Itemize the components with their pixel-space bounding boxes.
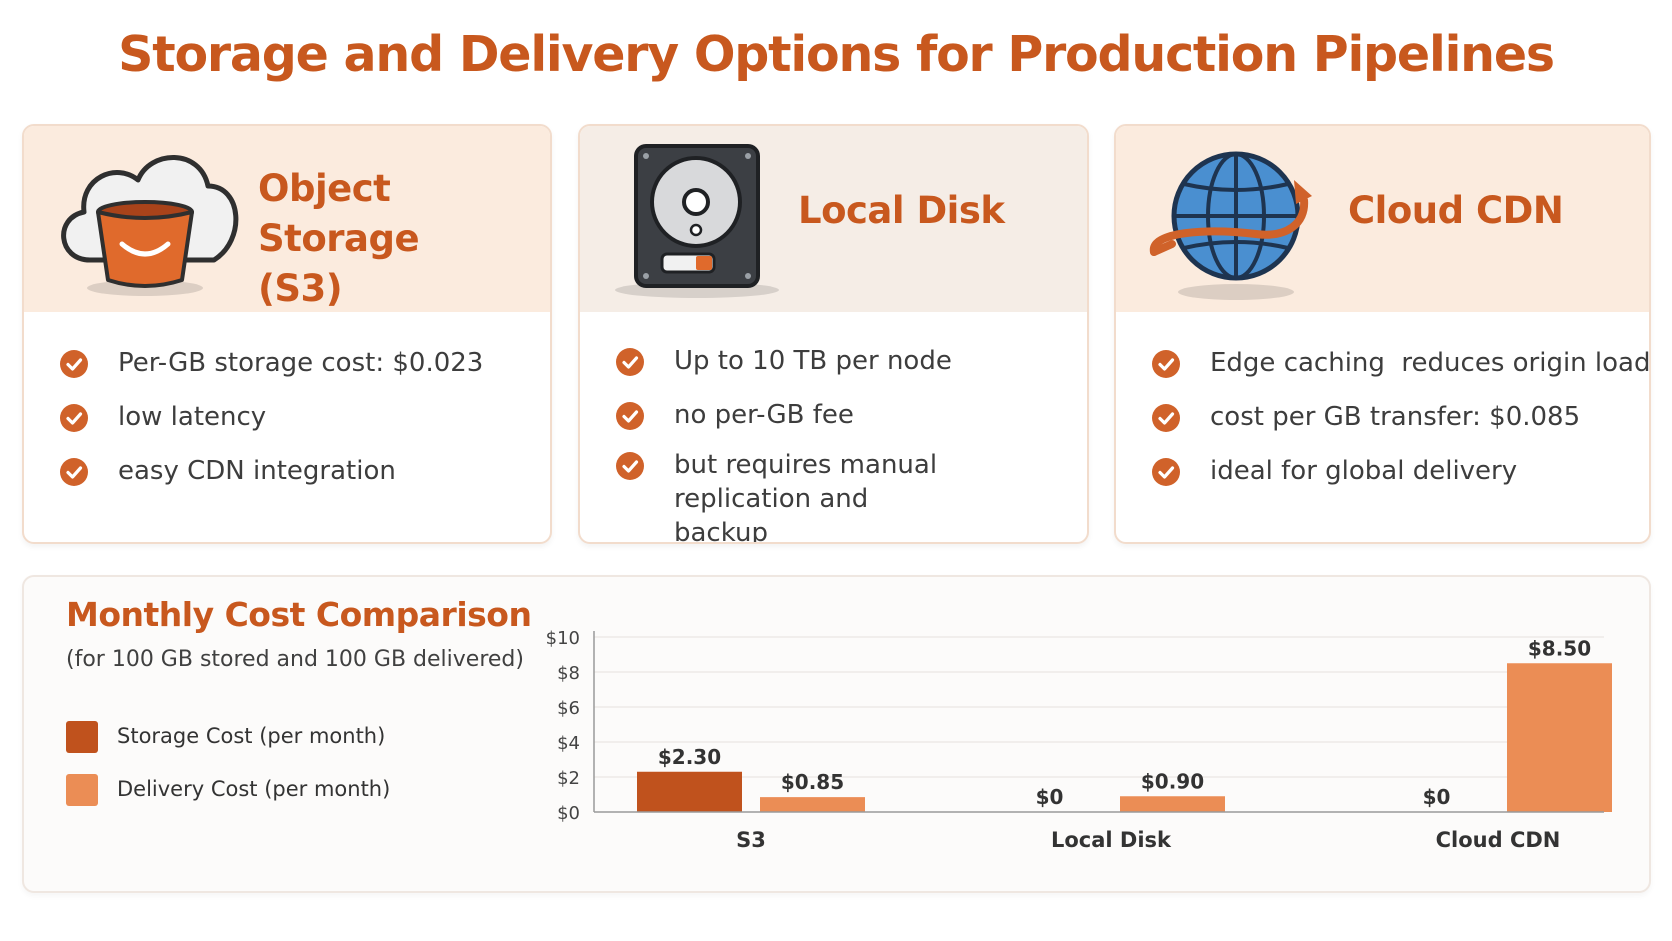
hard-disk-icon — [612, 142, 782, 306]
bar-storage — [637, 771, 742, 812]
legend-label: Delivery Cost (per month) — [117, 777, 391, 801]
chart-title: Monthly Cost Comparison — [66, 595, 532, 634]
legend-swatch-delivery — [66, 774, 98, 806]
y-tick-label: $0 — [557, 803, 580, 824]
feature-item: but requires manual replication and back… — [616, 448, 956, 544]
x-tick-label: S3 — [736, 828, 766, 852]
y-tick-label: $4 — [557, 733, 580, 754]
cost-comparison-panel: Monthly Cost Comparison (for 100 GB stor… — [22, 575, 1651, 893]
card-cloud-cdn: Cloud CDN Edge caching reduces origin lo… — [1114, 124, 1651, 544]
bar-delivery — [1120, 796, 1225, 812]
feature-item: easy CDN integration — [60, 454, 534, 488]
card-local-disk: Local Disk Up to 10 TB per node no per-G… — [578, 124, 1089, 544]
y-tick-label: $10 — [546, 628, 580, 649]
check-icon — [60, 350, 88, 378]
check-icon — [616, 348, 644, 376]
page-title: Storage and Delivery Options for Product… — [118, 26, 1555, 83]
data-label: $0 — [1036, 785, 1064, 809]
card-title-line1: Object Storage — [258, 167, 420, 260]
feature-text: ideal for global delivery — [1210, 456, 1518, 486]
feature-text: Edge caching reduces origin load — [1210, 348, 1651, 378]
x-tick-label: Local Disk — [1051, 828, 1172, 852]
check-icon — [616, 402, 644, 430]
card-title: Local Disk — [798, 189, 1005, 232]
bar-chart: $0 $2 $4 $6 $8 $10 $2.30 $0.85 S3 $0 $0.90 Local Di… — [546, 628, 1612, 852]
feature-text: no per-GB fee — [674, 400, 854, 430]
card-header: Local Disk — [580, 126, 1087, 312]
card-header: Object Storage (S3) — [24, 126, 550, 312]
feature-text: cost per GB transfer: $0.085 — [1210, 402, 1581, 432]
feature-text: Up to 10 TB per node — [674, 346, 952, 376]
feature-list: Up to 10 TB per node no per-GB fee but r… — [616, 344, 1071, 544]
data-label: $0 — [1423, 785, 1451, 809]
feature-item: Edge caching reduces origin load — [1152, 346, 1649, 380]
bar-delivery — [1507, 663, 1612, 812]
check-icon — [1152, 404, 1180, 432]
y-tick-label: $6 — [557, 698, 580, 719]
check-icon — [1152, 458, 1180, 486]
card-title: Object Storage (S3) — [258, 164, 550, 314]
feature-text: Per-GB storage cost: $0.023 — [118, 348, 484, 378]
check-icon — [60, 404, 88, 432]
feature-item: ideal for global delivery — [1152, 454, 1633, 488]
globe-arrow-icon — [1146, 144, 1326, 308]
feature-list: Per-GB storage cost: $0.023 low latency … — [60, 346, 534, 508]
feature-item: Per-GB storage cost: $0.023 — [60, 346, 534, 380]
bar-delivery — [760, 797, 865, 812]
y-tick-label: $2 — [557, 768, 580, 789]
legend-label: Storage Cost (per month) — [117, 724, 386, 748]
feature-item: low latency — [60, 400, 534, 434]
check-icon — [60, 458, 88, 486]
feature-list: Edge caching reduces origin load cost pe… — [1152, 346, 1649, 508]
card-object-storage: Object Storage (S3) Per-GB storage cost:… — [22, 124, 552, 544]
feature-item: no per-GB fee — [616, 398, 1071, 432]
chart-subtitle: (for 100 GB stored and 100 GB delivered) — [66, 647, 524, 672]
y-tick-label: $8 — [557, 663, 580, 684]
cloud-bucket-icon — [50, 140, 240, 304]
check-icon — [1152, 350, 1180, 378]
feature-text: low latency — [118, 402, 267, 432]
card-title-line2: (S3) — [258, 267, 343, 310]
legend-swatch-storage — [66, 721, 98, 753]
data-label: $0.90 — [1141, 769, 1204, 793]
card-title: Cloud CDN — [1348, 189, 1564, 232]
feature-item: cost per GB transfer: $0.085 — [1152, 400, 1633, 434]
check-icon — [616, 452, 644, 480]
data-label: $2.30 — [658, 745, 721, 769]
feature-text: but requires manual replication and back… — [674, 450, 938, 544]
card-header: Cloud CDN — [1116, 126, 1649, 312]
feature-item: Up to 10 TB per node — [616, 344, 1071, 378]
feature-text: easy CDN integration — [118, 456, 396, 486]
x-tick-label: Cloud CDN — [1436, 828, 1561, 852]
data-label: $8.50 — [1528, 636, 1591, 660]
data-label: $0.85 — [781, 770, 844, 794]
